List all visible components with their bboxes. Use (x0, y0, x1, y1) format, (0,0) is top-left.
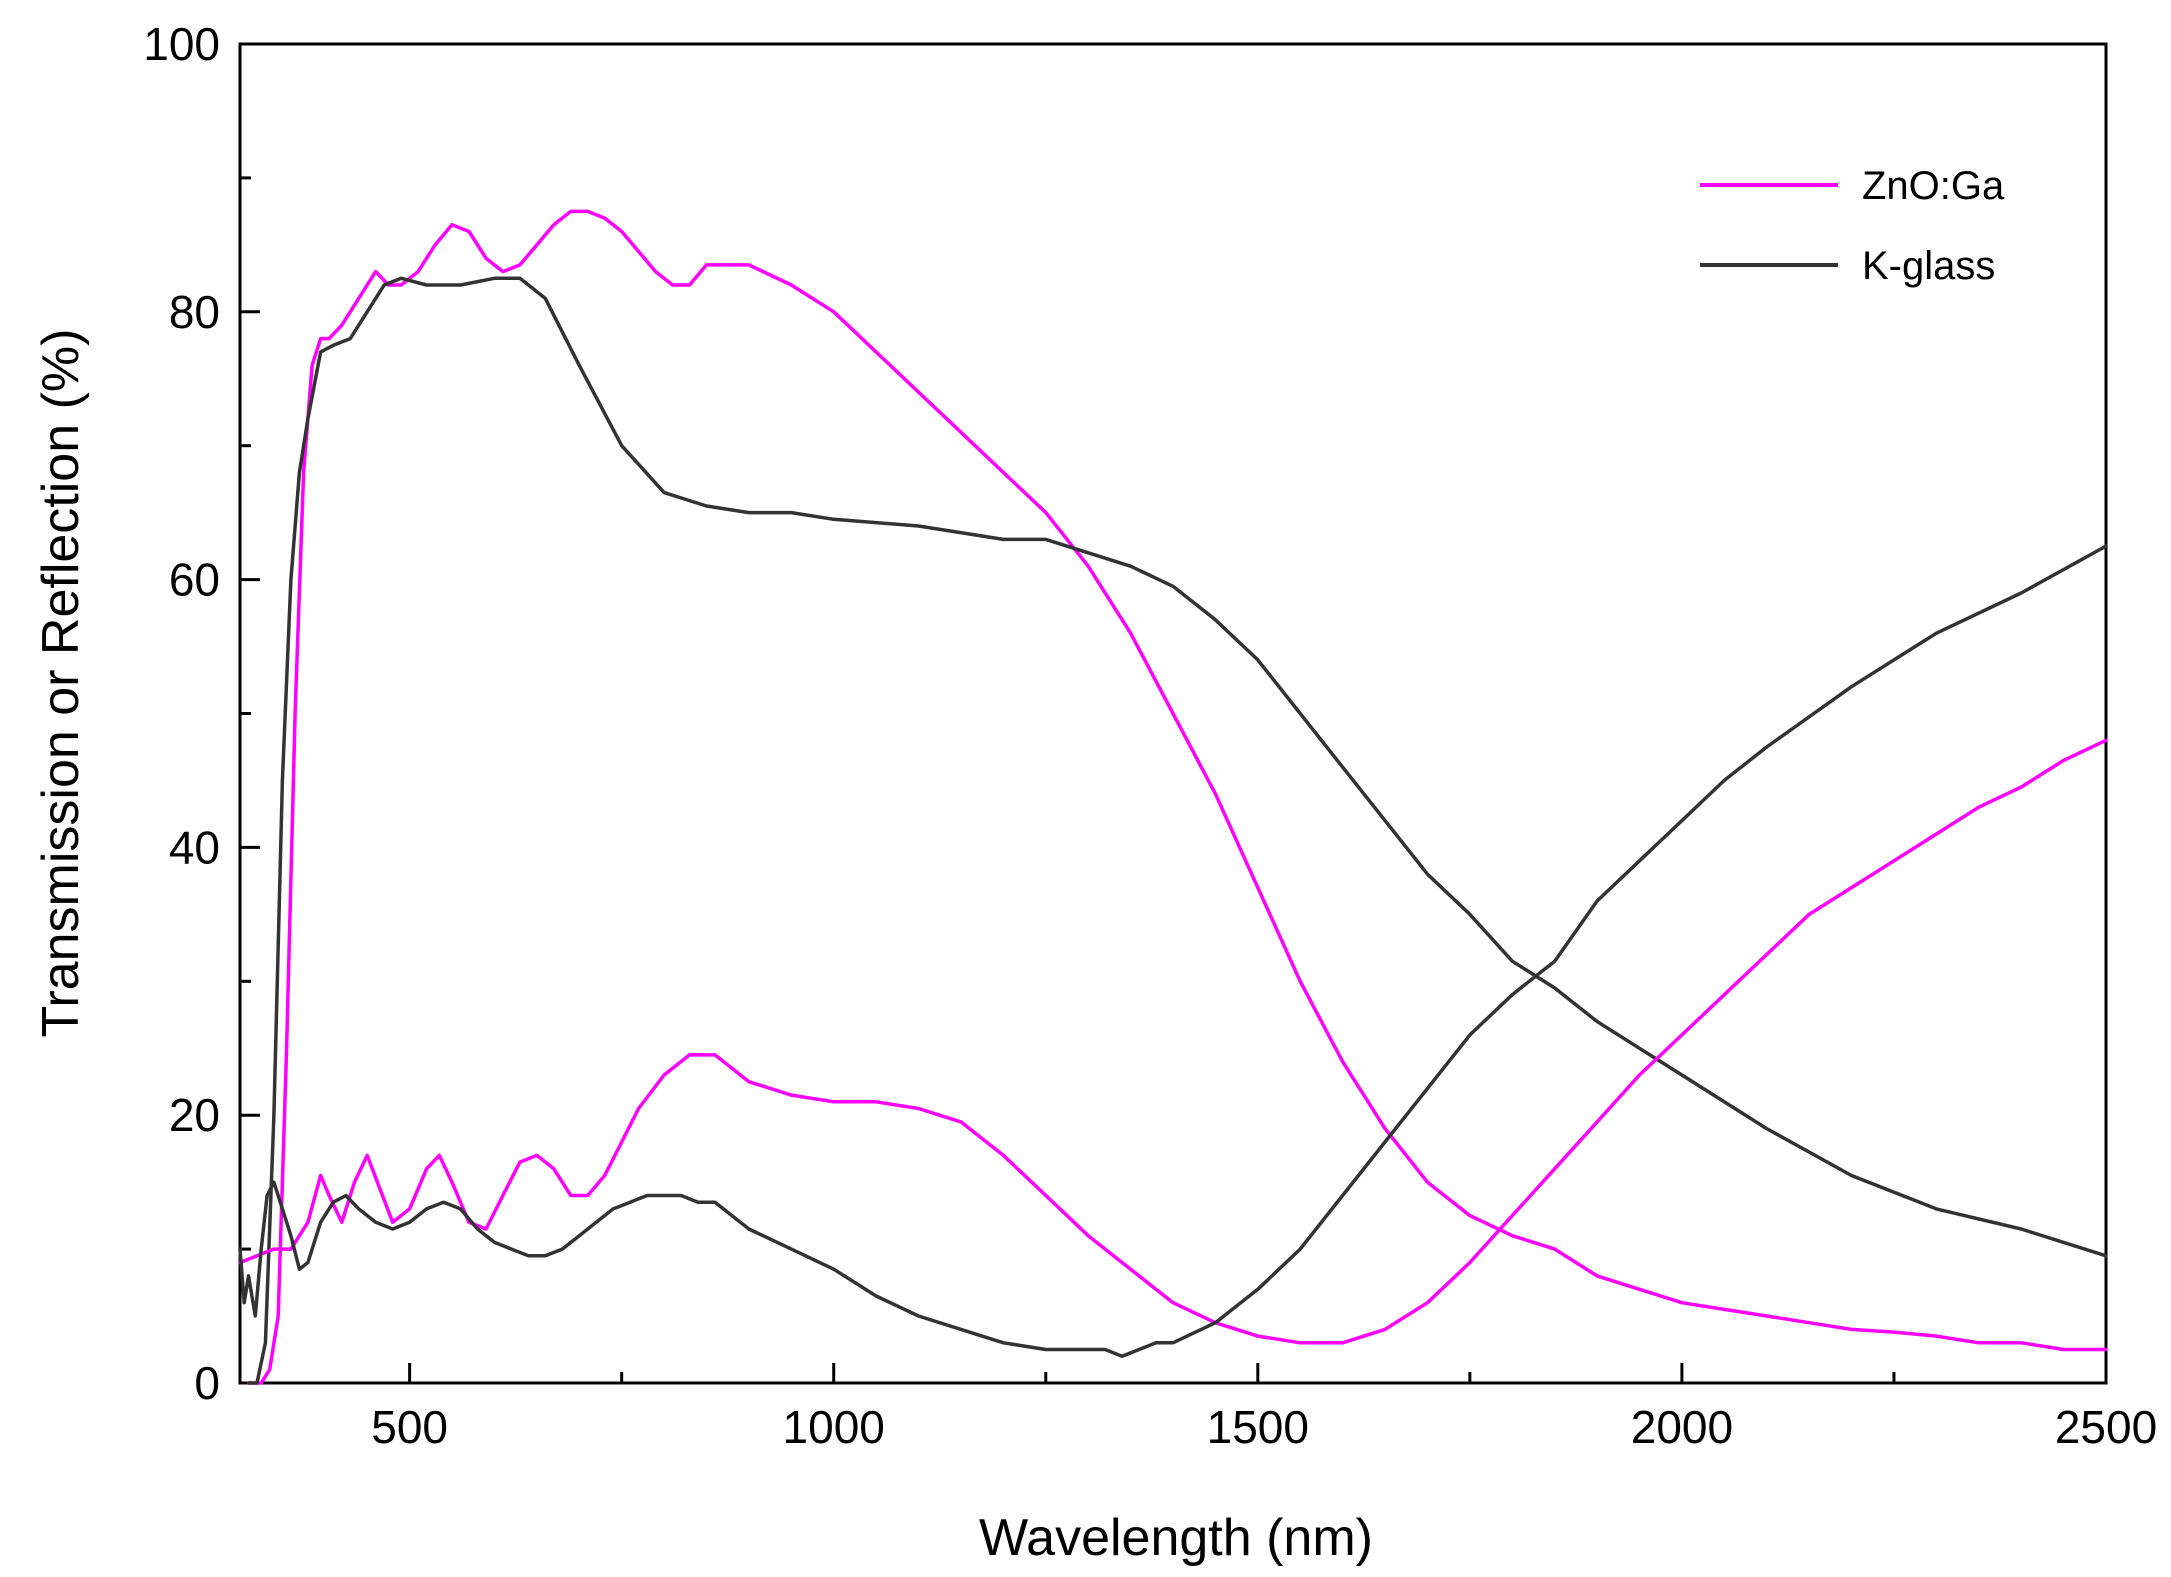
legend: ZnO:Ga K-glass (1700, 164, 2005, 288)
y-tick-label: 0 (194, 1357, 220, 1409)
x-tick-label: 2500 (2055, 1401, 2157, 1453)
x-tick-labels: 500 1000 1500 2000 2500 (371, 1401, 2157, 1453)
series-line-zno-ga-transmission (246, 209, 2108, 1385)
y-tick-label: 60 (169, 554, 220, 606)
x-tick-label: 1000 (783, 1401, 885, 1453)
x-tick-label: 2000 (1631, 1401, 1733, 1453)
x-axis-title: Wavelength (nm) (979, 1509, 1373, 1567)
y-tick-label: 20 (169, 1089, 220, 1141)
x-tick-label: 1500 (1207, 1401, 1309, 1453)
legend-label: ZnO:Ga (1862, 164, 2005, 208)
series-line-k-glass-transmission (246, 276, 2108, 1385)
x-tick-label: 500 (371, 1401, 448, 1453)
series-line-zno-ga-reflection (238, 738, 2108, 1345)
y-tick-label: 40 (169, 821, 220, 873)
y-axis-title: Transmission or Reflection (%) (32, 329, 90, 1038)
y-tick-labels: 0 20 40 60 80 100 (143, 18, 220, 1409)
series-line-k-glass-reflection (238, 544, 2108, 1358)
series-lines (238, 209, 2108, 1385)
y-tick-label: 80 (169, 286, 220, 338)
legend-label: K-glass (1862, 244, 1995, 288)
y-tick-label: 100 (143, 18, 220, 70)
